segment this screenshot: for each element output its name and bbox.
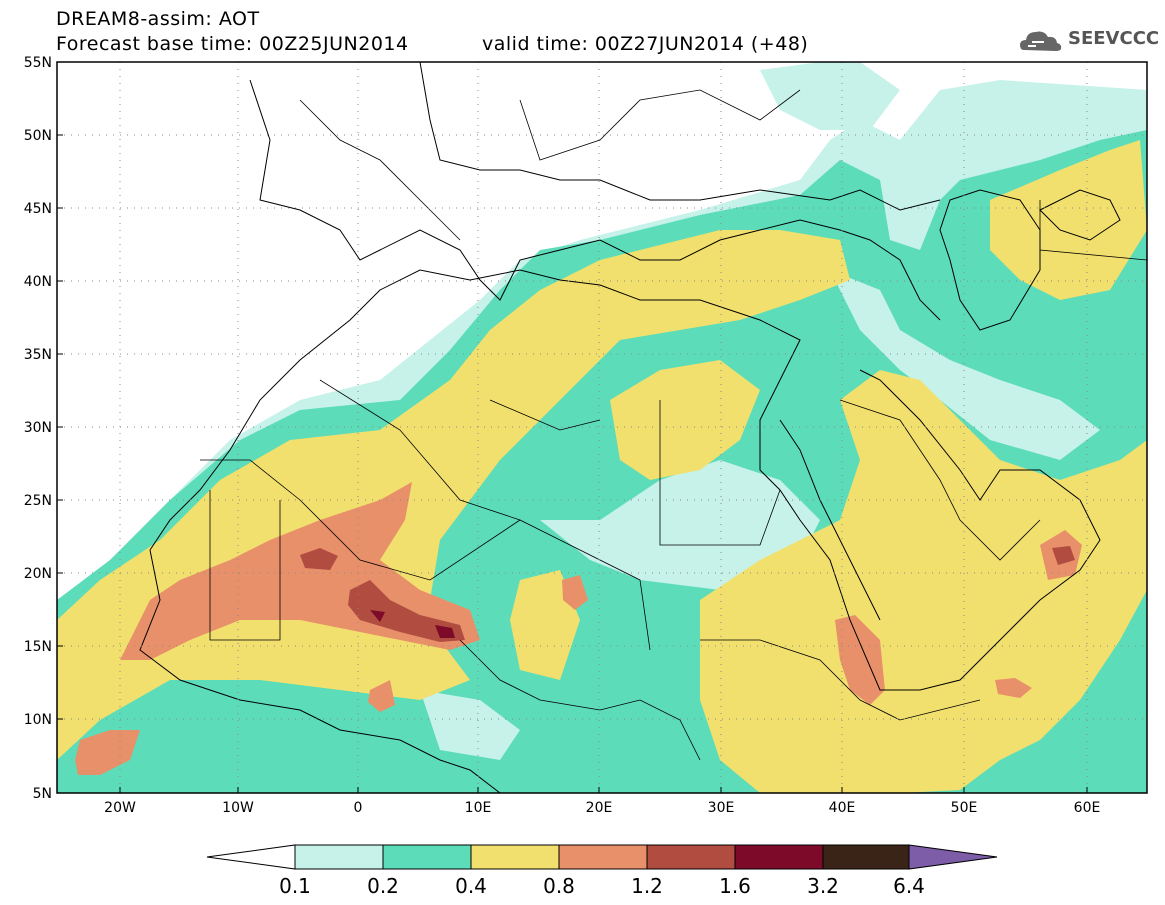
lat-label: 25N bbox=[24, 493, 52, 509]
coastlines bbox=[139, 62, 1121, 793]
lat-label: 15N bbox=[24, 639, 52, 655]
lon-label: 30E bbox=[708, 800, 735, 816]
lat-label: 5N bbox=[33, 786, 52, 802]
lat-label: 40N bbox=[24, 274, 52, 290]
colorbar-label: 0.2 bbox=[367, 874, 399, 898]
lon-label: 0 bbox=[354, 800, 363, 816]
logo-text: SEEVCCC bbox=[1068, 28, 1160, 49]
lat-label: 10N bbox=[24, 712, 52, 728]
colorbar-label: 6.4 bbox=[893, 874, 925, 898]
colorbar-over-arrow bbox=[908, 844, 998, 870]
colorbar-swatch bbox=[646, 844, 736, 870]
tick-marks bbox=[57, 61, 1088, 793]
colorbar: 0.1 0.2 0.4 0.8 1.2 1.6 3.2 6.4 bbox=[206, 844, 998, 898]
lon-label: 40E bbox=[829, 800, 856, 816]
aot-contours bbox=[57, 62, 1147, 793]
colorbar-swatch bbox=[382, 844, 472, 870]
colorbar-under-arrow bbox=[206, 844, 296, 870]
colorbar-label: 1.2 bbox=[631, 874, 663, 898]
lon-label: 10E bbox=[465, 800, 492, 816]
colorbar-label: 3.2 bbox=[807, 874, 839, 898]
lon-label: 20W bbox=[104, 800, 136, 816]
lon-label: 10W bbox=[222, 800, 254, 816]
graticule bbox=[57, 62, 1147, 793]
latitude-labels: 55N 50N 45N 40N 35N 30N 25N 20N 15N 10N … bbox=[24, 55, 52, 802]
colorbar-label: 0.1 bbox=[279, 874, 311, 898]
longitude-labels: 20W 10W 0 10E 20E 30E 40E 50E 60E bbox=[104, 800, 1100, 816]
colorbar-label: 0.8 bbox=[543, 874, 575, 898]
lon-label: 60E bbox=[1074, 800, 1101, 816]
colorbar-swatch bbox=[822, 844, 910, 870]
lon-label: 50E bbox=[951, 800, 978, 816]
lat-label: 55N bbox=[24, 55, 52, 71]
colorbar-swatch bbox=[470, 844, 560, 870]
lon-label: 20E bbox=[586, 800, 613, 816]
colorbar-label: 1.6 bbox=[719, 874, 751, 898]
colorbar-swatch bbox=[558, 844, 648, 870]
lat-label: 45N bbox=[24, 201, 52, 217]
forecast-base-time: Forecast base time: 00Z25JUN2014 bbox=[56, 33, 409, 55]
colorbar-label: 0.4 bbox=[455, 874, 487, 898]
cloud-logo-icon bbox=[1020, 31, 1062, 51]
lat-label: 35N bbox=[24, 347, 52, 363]
lat-label: 50N bbox=[24, 128, 52, 144]
valid-time: valid time: 00Z27JUN2014 (+48) bbox=[482, 33, 809, 55]
borders bbox=[200, 89, 1147, 761]
lat-label: 20N bbox=[24, 566, 52, 582]
lat-label: 30N bbox=[24, 420, 52, 436]
colorbar-swatch bbox=[734, 844, 824, 870]
map-title: DREAM8-assim: AOT bbox=[56, 8, 260, 30]
colorbar-swatch bbox=[294, 844, 384, 870]
